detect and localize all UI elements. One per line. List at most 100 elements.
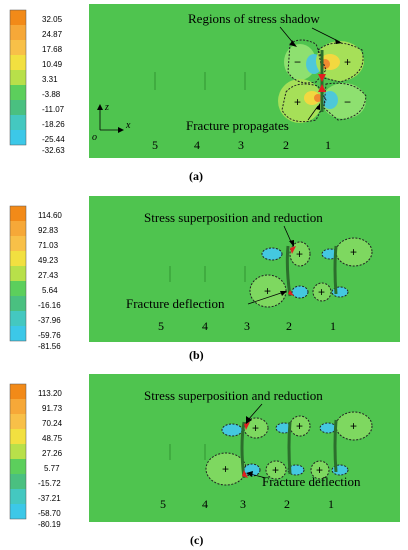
legend-label: 32.05 xyxy=(42,15,63,24)
legend-label: 17.68 xyxy=(42,45,63,54)
stage-label: 2 xyxy=(283,138,289,152)
legend-swatch xyxy=(10,100,26,115)
legend-label: 114.60 xyxy=(38,211,62,220)
stage-label: 3 xyxy=(244,319,250,333)
legend-swatch xyxy=(10,296,26,311)
legend-label: 92.83 xyxy=(38,226,59,235)
stress-lobes xyxy=(205,411,373,486)
legend-swatch xyxy=(10,281,26,296)
legend-label: -58.70 xyxy=(38,509,61,518)
stage-label: 2 xyxy=(284,497,290,511)
legend-label: 5.64 xyxy=(42,286,58,295)
fracture-tip-marker xyxy=(318,74,326,82)
legend-swatch xyxy=(10,444,26,459)
legend-swatch xyxy=(10,311,26,326)
legend-label: 91.73 xyxy=(42,404,63,413)
legend-swatch xyxy=(10,504,26,519)
legend-swatch xyxy=(10,326,26,341)
stage-label: 1 xyxy=(330,319,336,333)
stage-lines xyxy=(169,266,246,282)
legend-label: 5.77 xyxy=(44,464,60,473)
legend-swatch xyxy=(10,266,26,281)
legend-swatch xyxy=(10,429,26,444)
legend-swatch xyxy=(10,459,26,474)
panel-caption: (a) xyxy=(189,169,203,183)
axis-z-label: z xyxy=(104,102,109,113)
fracture-tip-marker xyxy=(318,84,326,92)
stage-label: 3 xyxy=(240,497,246,511)
legend-label: -59.76 xyxy=(38,331,61,340)
legend-label: 71.03 xyxy=(38,241,59,250)
legend-swatch xyxy=(10,130,26,145)
legend-label: -37.21 xyxy=(38,494,61,503)
legend-swatch xyxy=(10,206,26,221)
legend-label: -32.63 xyxy=(42,146,65,155)
legend-swatch xyxy=(10,414,26,429)
stage-lines xyxy=(169,444,206,460)
plus-sign: + xyxy=(296,419,303,433)
legend-label: 49.23 xyxy=(38,256,59,265)
panel-b: 114.60 92.83 71.03 49.23 27.43 5.64 -16.… xyxy=(0,196,408,366)
plus-sign: + xyxy=(252,421,259,435)
panel-c-legend: 113.20 91.73 70.24 48.75 27.26 5.77 -15.… xyxy=(9,383,63,529)
annotation-label: Fracture propagates xyxy=(186,118,289,133)
legend-label: -3.88 xyxy=(42,90,61,99)
plus-sign: + xyxy=(222,462,229,476)
annotation-label: Fracture deflection xyxy=(262,474,361,489)
stage-lines xyxy=(154,72,246,90)
panel-a-legend: 32.05 24.87 17.68 10.49 3.31 -3.88 -11.0… xyxy=(9,9,65,155)
panel-c: 113.20 91.73 70.24 48.75 27.26 5.77 -15.… xyxy=(0,374,408,550)
legend-swatch xyxy=(10,115,26,130)
fracture-tip-marker xyxy=(288,290,294,296)
fracture-tip-marker xyxy=(244,422,250,430)
panel-a: 32.05 24.87 17.68 10.49 3.31 -3.88 -11.0… xyxy=(0,0,408,186)
legend-swatch xyxy=(10,221,26,236)
plus-sign: + xyxy=(296,247,303,261)
legend-swatch xyxy=(10,489,26,504)
axis-x-label: x xyxy=(125,120,131,131)
plus-sign: + xyxy=(344,55,351,69)
stage-label: 4 xyxy=(194,138,200,152)
legend-swatch xyxy=(10,25,26,40)
axis-origin-label: o xyxy=(92,132,97,143)
legend-label: -80.19 xyxy=(38,520,61,529)
panel-c-figure: 113.20 91.73 70.24 48.75 27.26 5.77 -15.… xyxy=(9,374,400,547)
fracture-tip-marker xyxy=(290,246,296,254)
stress-field xyxy=(89,196,400,342)
stage-label: 1 xyxy=(325,138,331,152)
legend-label: 48.75 xyxy=(42,434,63,443)
minus-sign: − xyxy=(294,55,301,69)
panel-b-figure: 114.60 92.83 71.03 49.23 27.43 5.64 -16.… xyxy=(9,196,400,362)
legend-label: 3.31 xyxy=(42,75,58,84)
legend-label: 27.43 xyxy=(38,271,59,280)
legend-label: 10.49 xyxy=(42,60,63,69)
legend-label: 27.26 xyxy=(42,449,63,458)
stress-shadow-lobes xyxy=(278,39,367,123)
plus-sign: + xyxy=(350,419,357,433)
annotation-label: Regions of stress shadow xyxy=(188,11,320,26)
stage-label: 3 xyxy=(238,138,244,152)
annotation-label: Fracture deflection xyxy=(126,296,225,311)
legend-swatch xyxy=(10,236,26,251)
stage-label: 4 xyxy=(202,319,208,333)
legend-label: -81.56 xyxy=(38,342,61,351)
legend-label: -18.26 xyxy=(42,120,65,129)
annotation-label: Stress superposition and reduction xyxy=(144,210,323,225)
panel-caption: (c) xyxy=(190,533,203,547)
plus-sign: + xyxy=(316,463,323,477)
plus-sign: + xyxy=(318,285,325,299)
plus-sign: + xyxy=(350,245,357,259)
legend-swatch xyxy=(10,10,26,25)
legend-swatch xyxy=(10,399,26,414)
stage-label: 5 xyxy=(152,138,158,152)
fracture-line xyxy=(287,421,292,475)
legend-swatch xyxy=(10,85,26,100)
stage-label: 1 xyxy=(328,497,334,511)
legend-label: 113.20 xyxy=(38,389,62,398)
plus-sign: + xyxy=(272,463,279,477)
minus-sign: − xyxy=(344,95,351,109)
legend-swatch xyxy=(10,70,26,85)
plus-sign: + xyxy=(294,95,301,109)
legend-swatch xyxy=(10,40,26,55)
panel-caption: (b) xyxy=(189,348,204,362)
